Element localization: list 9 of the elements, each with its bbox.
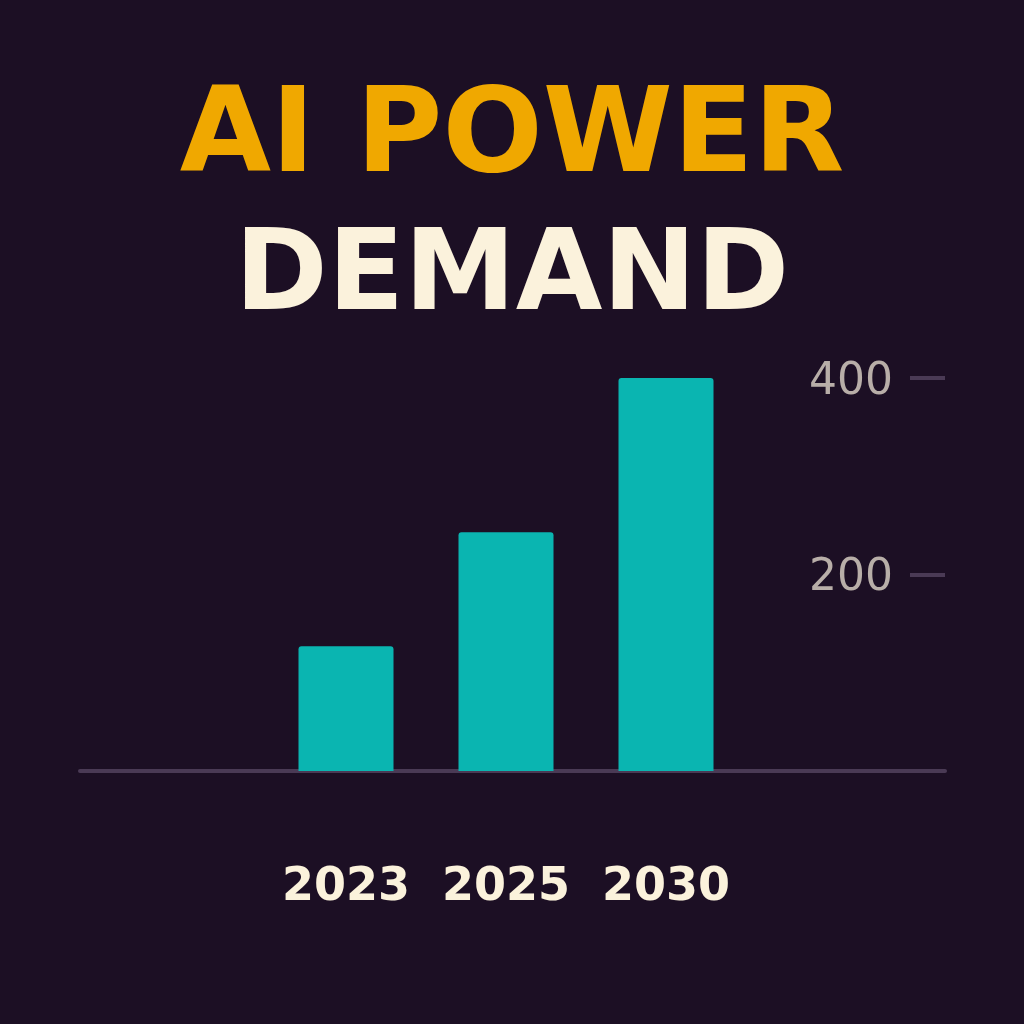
bar [298,646,394,771]
y-tick-label: 400 [809,352,893,404]
bar [618,378,714,771]
bar [458,532,554,771]
y-tick-label: 200 [809,549,893,600]
chart-title: AI POWER DEMAND [179,61,845,335]
x-tick-label: 2030 [601,857,731,911]
x-tick-label: 2025 [441,857,571,911]
x-tick-label: 2023 [281,857,411,911]
